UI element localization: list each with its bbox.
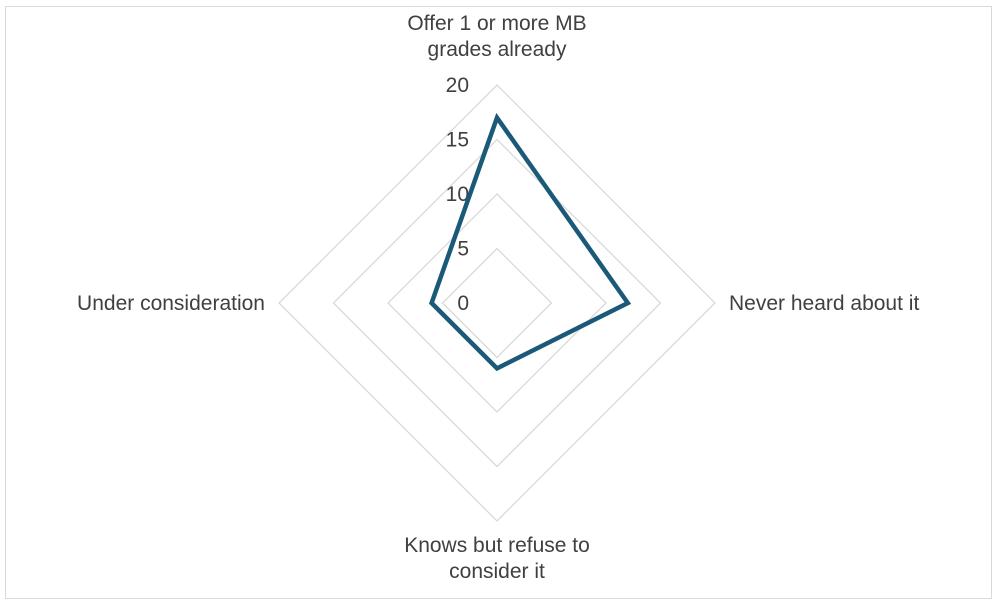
category-label-line: Under consideration <box>77 292 265 315</box>
tick-label-5: 5 <box>457 238 469 261</box>
category-label-line: grades already <box>428 38 567 61</box>
category-label-line: Offer 1 or more MB <box>407 12 586 35</box>
tick-label-0: 0 <box>457 292 469 315</box>
category-label-offer: Offer 1 or more MB grades already <box>407 12 586 61</box>
gridline-ring-20 <box>278 84 716 522</box>
category-label-knows-refuse: Knows but refuse to consider it <box>404 534 590 583</box>
gridline-ring-5 <box>441 247 553 359</box>
tick-label-15: 15 <box>446 129 469 152</box>
series-layer <box>429 112 632 372</box>
category-label-under-consideration: Under consideration <box>77 292 265 315</box>
tick-label-20: 20 <box>446 74 469 97</box>
chart-frame <box>5 6 992 599</box>
series-line-0 <box>429 112 632 372</box>
gridline-ring-10 <box>387 193 607 413</box>
gridline-ring-15 <box>332 138 662 468</box>
category-label-line: Never heard about it <box>729 292 919 315</box>
radial-tick-labels: 0 5 10 15 20 <box>446 74 469 315</box>
category-label-never-heard: Never heard about it <box>729 292 919 315</box>
tick-label-10: 10 <box>446 183 469 206</box>
category-labels: Offer 1 or more MB grades already Never he… <box>77 12 919 583</box>
radar-grid <box>278 84 716 522</box>
category-label-line: consider it <box>449 560 545 583</box>
category-label-line: Knows but refuse to <box>404 534 590 557</box>
